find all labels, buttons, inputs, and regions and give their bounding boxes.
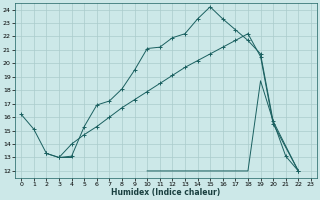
X-axis label: Humidex (Indice chaleur): Humidex (Indice chaleur) bbox=[111, 188, 221, 197]
